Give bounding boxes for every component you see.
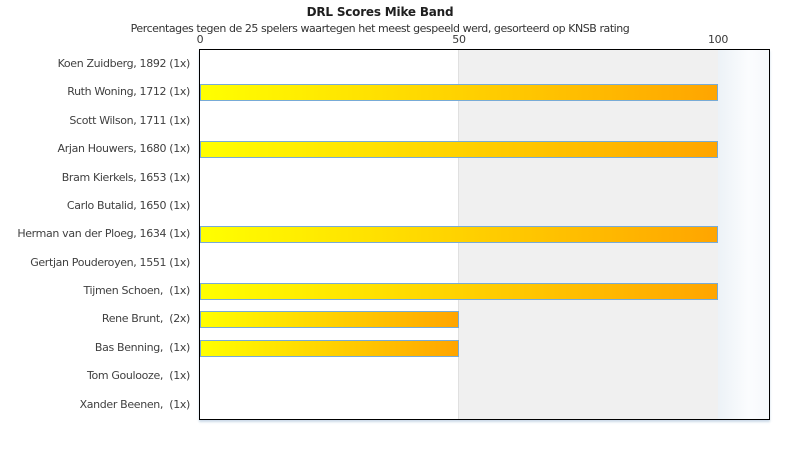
chart-row	[200, 305, 769, 333]
y-axis-label: Bas Benning, (1x)	[94, 340, 190, 354]
bar	[200, 140, 718, 158]
chart-row	[200, 50, 769, 78]
chart-row	[200, 334, 769, 362]
y-axis-label: Koen Zuidberg, 1892 (1x)	[57, 57, 191, 70]
y-axis-label: Arjan Houwers, 1680 (1x)	[57, 142, 191, 156]
x-axis: 0 50 100	[196, 33, 769, 47]
chart-row	[200, 107, 769, 135]
y-axis-label: Xander Beenen, (1x)	[79, 397, 191, 411]
y-axis-label: Tom Goulooze, (1x)	[86, 369, 190, 383]
chart-row	[200, 391, 769, 419]
chart-row	[200, 249, 769, 277]
x-axis-tick-50: 50	[452, 33, 466, 46]
chart-row	[200, 164, 769, 192]
x-axis-tick-100: 100	[707, 33, 729, 46]
y-axis-label: Gertjan Pouderoyen, 1551 (1x)	[30, 255, 190, 269]
right-margin-band	[718, 50, 769, 419]
chart-row	[200, 362, 769, 390]
y-axis-label: Herman van der Ploeg, 1634 (1x)	[17, 227, 190, 241]
chart-row	[200, 277, 769, 305]
bar	[200, 339, 459, 357]
chart-header: DRL Scores Mike Band Percentages tegen d…	[0, 5, 760, 35]
chart-row	[200, 78, 769, 106]
bar	[200, 225, 718, 243]
chart-row	[200, 192, 769, 220]
chart-row	[200, 220, 769, 248]
y-axis-label: Carlo Butalid, 1650 (1x)	[66, 198, 190, 212]
bar	[200, 311, 459, 329]
plot-area	[199, 49, 770, 420]
x-axis-tick-0: 0	[196, 33, 204, 46]
y-axis-label: Scott Wilson, 1711 (1x)	[69, 113, 190, 127]
bar	[200, 84, 718, 102]
chart-subtitle: Percentages tegen de 25 spelers waartege…	[130, 22, 630, 35]
y-axis-labels: Koen Zuidberg, 1892 (1x) Ruth Woning, 171…	[0, 50, 190, 419]
chart-row	[200, 135, 769, 163]
y-axis-label: Tijmen Schoen, (1x)	[83, 284, 191, 298]
y-axis-label: Ruth Woning, 1712 (1x)	[67, 85, 190, 99]
y-axis-label: Rene Brunt, (2x)	[101, 312, 190, 326]
y-axis-label: Bram Kierkels, 1653 (1x)	[61, 170, 191, 184]
bar	[200, 282, 718, 300]
chart-title: DRL Scores Mike Band	[306, 5, 454, 19]
